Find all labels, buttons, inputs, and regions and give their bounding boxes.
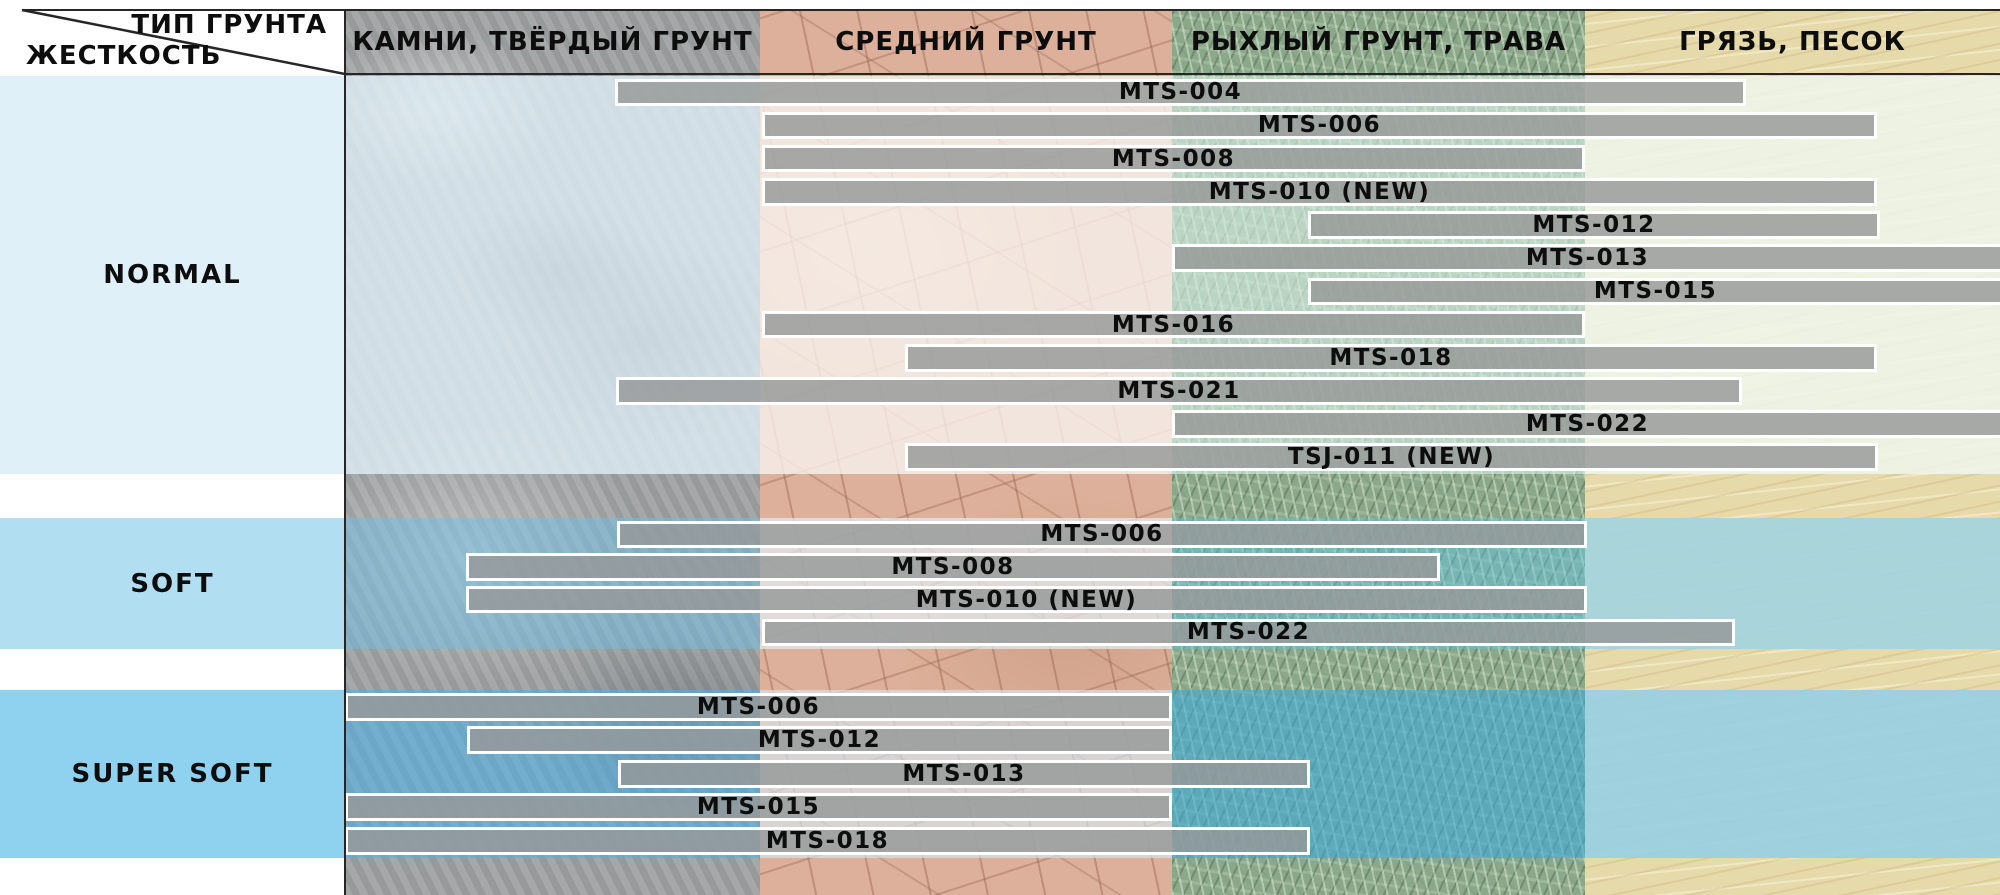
tire-model-label: TSJ-011 (NEW) bbox=[1287, 444, 1496, 471]
tire-model-label: MTS-015 bbox=[696, 794, 821, 821]
tire-model-label: MTS-012 bbox=[757, 727, 882, 754]
corner-diagonal-line bbox=[21, 8, 345, 75]
tire-model-label: MTS-006 bbox=[696, 693, 821, 720]
row-label-soft: SOFT bbox=[0, 518, 345, 649]
tire-range-bar-mts-013: MTS-013 bbox=[618, 759, 1310, 788]
tire-model-label: MTS-006 bbox=[1257, 112, 1382, 139]
tire-range-bar-mts-015: MTS-015 bbox=[1308, 277, 2000, 306]
overlay-supersoft-sand bbox=[1585, 690, 2000, 858]
panel-divider-line bbox=[344, 9, 346, 895]
tire-range-bar-mts-006: MTS-006 bbox=[617, 520, 1587, 548]
tire-range-bar-mts-010-new: MTS-010 (NEW) bbox=[466, 586, 1587, 614]
tire-model-label: MTS-008 bbox=[1111, 145, 1236, 172]
tire-model-label: MTS-022 bbox=[1186, 619, 1311, 646]
tire-model-label: MTS-012 bbox=[1532, 212, 1656, 238]
tire-range-bar-mts-010-new: MTS-010 (NEW) bbox=[762, 178, 1877, 206]
tire-range-bar-mts-015: MTS-015 bbox=[345, 793, 1172, 822]
tire-model-label: MTS-018 bbox=[1329, 344, 1453, 371]
overlay-normal-stones bbox=[345, 76, 760, 474]
row-label-super-soft: SUPER SOFT bbox=[0, 690, 345, 858]
tire-range-bar-mts-004: MTS-004 bbox=[615, 78, 1746, 107]
column-header-loose-ground-grass: РЫХЛЫЙ ГРУНТ, ТРАВА bbox=[1190, 26, 1567, 57]
tire-range-bar-mts-018: MTS-018 bbox=[345, 826, 1310, 855]
overlay-normal-grass bbox=[1172, 76, 1585, 474]
tire-range-bar-mts-008: MTS-008 bbox=[466, 553, 1440, 581]
tire-model-label: MTS-016 bbox=[1111, 311, 1236, 338]
tire-model-label: MTS-013 bbox=[902, 760, 1026, 787]
hardness-axis-title: ЖЕСТКОСТЬ bbox=[26, 41, 222, 71]
tire-model-label: MTS-018 bbox=[765, 827, 890, 854]
tire-model-label: MTS-013 bbox=[1525, 245, 1650, 272]
column-header-mud-sand: ГРЯЗЬ, ПЕСОК bbox=[1679, 26, 1906, 57]
tire-model-label: MTS-022 bbox=[1525, 411, 1650, 438]
tire-model-label: MTS-006 bbox=[1040, 521, 1164, 548]
overlay-normal-medium bbox=[760, 76, 1172, 474]
hardness-panel: ТИП ГРУНТА ЖЕСТКОСТЬ NORMAL SOFT SUPER S… bbox=[0, 0, 345, 895]
tire-model-label: MTS-010 (NEW) bbox=[1208, 178, 1431, 205]
tire-range-bar-mts-006: MTS-006 bbox=[345, 692, 1172, 721]
tire-range-bar-mts-022: MTS-022 bbox=[1172, 410, 2000, 438]
tire-range-bar-mts-012: MTS-012 bbox=[1308, 211, 1880, 239]
column-header-medium-ground: СРЕДНИЙ ГРУНТ bbox=[835, 26, 1097, 57]
tire-model-label: MTS-021 bbox=[1117, 377, 1241, 404]
overlay-normal-sand bbox=[1585, 76, 2000, 474]
tire-range-bar-mts-008: MTS-008 bbox=[762, 144, 1585, 173]
header-top-line bbox=[22, 9, 2000, 11]
tire-range-bar-mts-006: MTS-006 bbox=[762, 111, 1877, 140]
corner-cell: ТИП ГРУНТА ЖЕСТКОСТЬ bbox=[0, 0, 345, 75]
row-label-normal: NORMAL bbox=[0, 76, 345, 474]
tire-range-bar-mts-016: MTS-016 bbox=[762, 310, 1585, 339]
header-top-strip bbox=[345, 0, 2000, 9]
tire-model-label: MTS-015 bbox=[1593, 278, 1718, 305]
column-header-stones-hard-ground: КАМНИ, ТВЁРДЫЙ ГРУНТ bbox=[352, 26, 753, 57]
tire-model-label: MTS-010 (NEW) bbox=[915, 586, 1138, 613]
tire-model-label: MTS-008 bbox=[891, 553, 1015, 580]
tire-range-bar-mts-013: MTS-013 bbox=[1172, 244, 2000, 272]
tire-range-bar-mts-022: MTS-022 bbox=[762, 618, 1735, 646]
tire-model-label: MTS-004 bbox=[1118, 79, 1243, 106]
tire-range-bar-mts-021: MTS-021 bbox=[616, 377, 1742, 405]
tire-range-bar-tsj-011-new: TSJ-011 (NEW) bbox=[905, 443, 1878, 472]
header-bottom-line bbox=[345, 73, 2000, 75]
tire-range-bar-mts-012: MTS-012 bbox=[467, 726, 1172, 755]
ground-type-axis-title: ТИП ГРУНТА bbox=[131, 10, 327, 40]
tire-range-bar-mts-018: MTS-018 bbox=[905, 343, 1877, 372]
